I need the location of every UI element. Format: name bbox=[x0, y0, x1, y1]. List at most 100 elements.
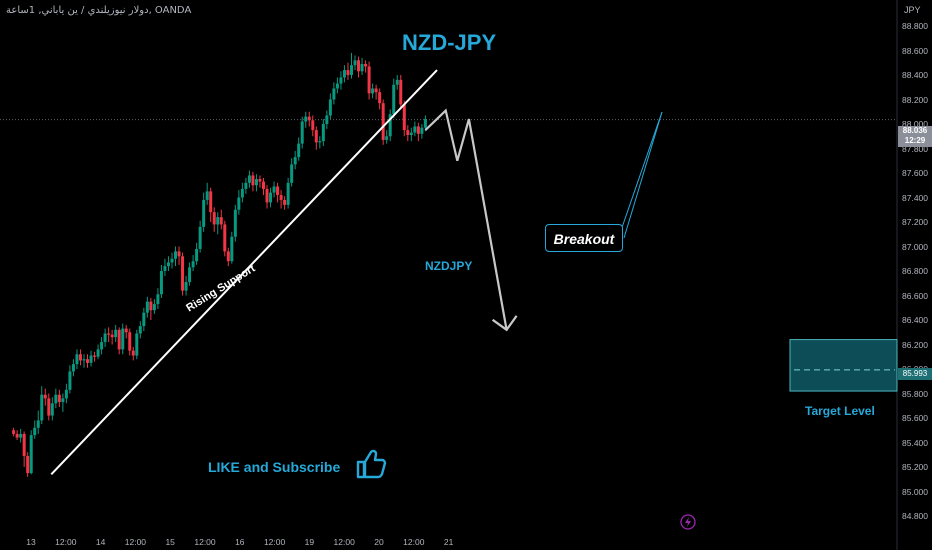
candle-body bbox=[29, 435, 33, 474]
y-tick-label: 85.600 bbox=[902, 413, 928, 423]
candle-body bbox=[212, 212, 216, 225]
candle-body bbox=[40, 394, 44, 421]
candle-body bbox=[272, 186, 276, 193]
candle-body bbox=[209, 191, 213, 213]
candle-body bbox=[198, 226, 202, 249]
candle-body bbox=[149, 301, 153, 311]
candle-body bbox=[339, 77, 343, 84]
candle-body bbox=[191, 261, 195, 268]
candle-body bbox=[371, 88, 375, 94]
candle-body bbox=[335, 83, 339, 89]
y-tick-label: 85.000 bbox=[902, 486, 928, 497]
candle-body bbox=[86, 359, 90, 363]
candle-body bbox=[332, 88, 336, 100]
candle-body bbox=[360, 63, 364, 72]
x-tick-label: 16 bbox=[235, 537, 245, 547]
candle-body bbox=[33, 427, 37, 436]
candle-body bbox=[258, 179, 262, 182]
x-tick-label: 19 bbox=[304, 537, 315, 547]
candle-body bbox=[121, 328, 125, 350]
breakout-pointer bbox=[623, 111, 663, 239]
candle-body bbox=[346, 70, 350, 75]
x-tick-label: 20 bbox=[374, 537, 384, 547]
candle-body bbox=[300, 121, 304, 144]
candle-body bbox=[181, 256, 185, 291]
candle-body bbox=[342, 70, 346, 78]
candle-body bbox=[114, 329, 118, 338]
y-tick-label: 88.600 bbox=[902, 45, 928, 56]
candle-body bbox=[392, 84, 396, 115]
candle-body bbox=[15, 433, 19, 438]
candle-body bbox=[233, 209, 237, 237]
candle-body bbox=[357, 60, 361, 72]
candle-body bbox=[166, 262, 170, 267]
current-price-tag: 88.036 12:29 bbox=[898, 126, 932, 147]
candle-body bbox=[321, 124, 325, 142]
lightning-icon[interactable] bbox=[680, 514, 696, 530]
candle-body bbox=[36, 420, 40, 428]
x-tick-label: 12:00 bbox=[333, 537, 355, 547]
candle-body bbox=[385, 136, 389, 140]
projected-arrowhead bbox=[491, 315, 518, 332]
candle-body bbox=[304, 116, 308, 122]
projected-path bbox=[424, 108, 508, 330]
y-tick-label: 86.200 bbox=[902, 339, 928, 350]
x-tick-label: 12:00 bbox=[55, 537, 77, 547]
candle-body bbox=[240, 188, 244, 198]
candle-body bbox=[156, 294, 160, 305]
chart-header: دولار نيوزيلندي / ين ياباني, 1ساعة, OAND… bbox=[6, 5, 192, 16]
candle-body bbox=[163, 266, 167, 271]
candle-body bbox=[26, 455, 30, 474]
candle-body bbox=[223, 224, 227, 252]
candle-body bbox=[124, 328, 128, 333]
candle-body bbox=[269, 192, 273, 203]
y-tick-label: 87.200 bbox=[902, 217, 928, 227]
candle-body bbox=[314, 130, 318, 143]
candle-body bbox=[395, 79, 399, 85]
y-tick-label: 86.400 bbox=[902, 315, 928, 325]
candle-body bbox=[216, 217, 220, 225]
candle-body bbox=[286, 182, 290, 205]
candle-body bbox=[423, 119, 427, 128]
candle-body bbox=[420, 127, 424, 134]
x-tick-label: 15 bbox=[165, 537, 175, 547]
y-tick-label: 85.800 bbox=[902, 388, 928, 399]
candle-body bbox=[174, 251, 178, 259]
candle-body bbox=[195, 248, 199, 262]
x-tick-label: 14 bbox=[95, 537, 106, 547]
candle-body bbox=[244, 182, 248, 189]
candle-body bbox=[138, 326, 142, 334]
candle-body bbox=[265, 188, 269, 203]
candle-body bbox=[374, 88, 378, 93]
candle-body bbox=[381, 103, 385, 140]
symbol-label: NZDJPY bbox=[425, 259, 473, 273]
thumbs-up-icon bbox=[356, 449, 387, 479]
like-subscribe-text: LIKE and Subscribe bbox=[208, 459, 341, 475]
candle-body bbox=[117, 329, 121, 350]
candle-body bbox=[100, 342, 104, 350]
y-tick-label: 87.800 bbox=[902, 143, 928, 154]
candle-body bbox=[170, 258, 174, 263]
candle-body bbox=[279, 195, 283, 200]
candle-body bbox=[64, 389, 68, 399]
candle-body bbox=[96, 349, 100, 357]
candle-body bbox=[353, 60, 357, 66]
candle-body bbox=[78, 354, 82, 361]
candle-body bbox=[402, 104, 406, 131]
y-tick-label: 85.400 bbox=[902, 437, 928, 448]
candle-body bbox=[184, 282, 188, 291]
candle-body bbox=[71, 364, 75, 372]
candle-body bbox=[177, 251, 181, 257]
countdown-value: 12:29 bbox=[904, 136, 926, 145]
candle-body bbox=[399, 79, 403, 105]
y-tick-label: 86.800 bbox=[902, 266, 928, 276]
candle-body bbox=[93, 355, 97, 357]
candle-body bbox=[128, 332, 132, 351]
candle-body bbox=[388, 114, 392, 137]
currency-label: JPY bbox=[904, 5, 921, 15]
candle-body bbox=[290, 164, 294, 183]
candle-body bbox=[307, 116, 311, 121]
candle-body bbox=[131, 350, 135, 356]
x-tick-label: 12:00 bbox=[263, 537, 286, 547]
